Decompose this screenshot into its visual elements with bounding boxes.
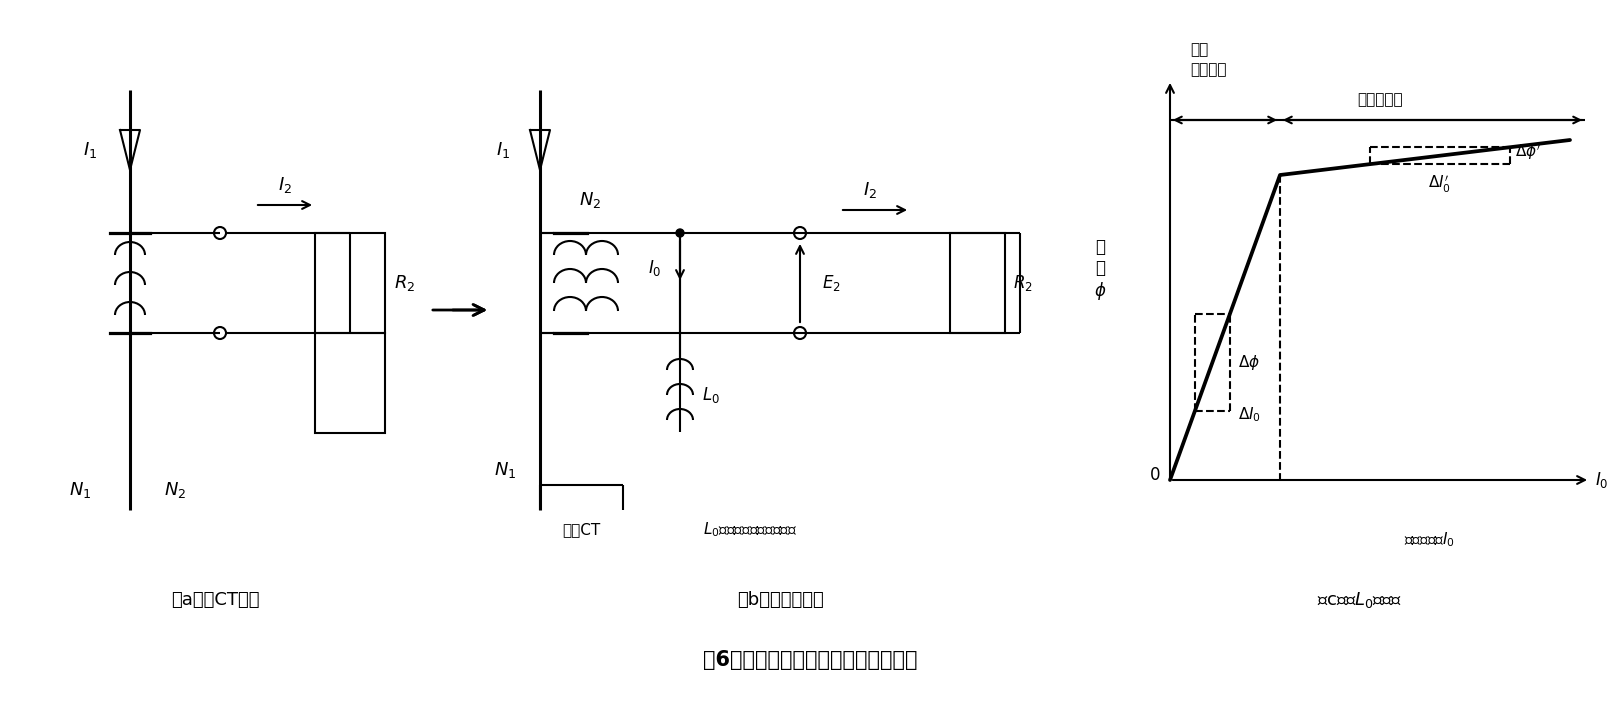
Text: 励磁電流　$I_0$: 励磁電流 $I_0$ [1405,531,1455,550]
Text: $\Delta\phi$: $\Delta\phi$ [1238,352,1260,372]
Text: $I_1$: $I_1$ [83,140,97,160]
Text: 磁
束
$\phi$: 磁 束 $\phi$ [1094,238,1106,302]
Text: 未飽和域: 未飽和域 [1191,62,1226,78]
Text: $I_0$: $I_0$ [1596,470,1609,490]
Text: （b）　等価回路: （b） 等価回路 [737,591,823,609]
Text: $L_0$：励磁インダクタンス: $L_0$：励磁インダクタンス [703,521,797,539]
Text: $R_2$: $R_2$ [394,273,416,293]
Text: $N_2$: $N_2$ [164,480,186,500]
Text: 磁束: 磁束 [1191,43,1209,57]
Text: 0: 0 [1150,466,1160,484]
Text: （c）　$L_0$の特性: （c） $L_0$の特性 [1317,590,1403,610]
Text: 第6図　　鉄心飽和する場合の説明図: 第6図 鉄心飽和する場合の説明図 [703,650,917,670]
Text: $N_1$: $N_1$ [494,460,517,480]
Text: $I_1$: $I_1$ [496,140,510,160]
Text: 理想CT: 理想CT [562,523,601,537]
Bar [314,233,386,333]
Bar [949,233,1004,333]
Text: $I_2$: $I_2$ [863,180,876,200]
Circle shape [676,229,684,237]
Text: $N_2$: $N_2$ [578,190,601,210]
Text: $E_2$: $E_2$ [821,273,841,293]
Text: $\Delta\phi'$: $\Delta\phi'$ [1515,142,1542,162]
Text: $L_0$: $L_0$ [701,385,719,405]
Text: $I_0$: $I_0$ [648,258,661,278]
Text: $R_2$: $R_2$ [1012,273,1034,293]
Text: 磁束飽和域: 磁束飽和域 [1358,93,1403,107]
Text: $\Delta I_0$: $\Delta I_0$ [1238,406,1260,424]
Bar [314,333,386,433]
Text: $\Delta I_0'$: $\Delta I_0'$ [1429,174,1452,195]
Text: $N_1$: $N_1$ [68,480,91,500]
Text: （a）　CT回路: （a） CT回路 [170,591,259,609]
Text: $I_2$: $I_2$ [279,175,292,195]
